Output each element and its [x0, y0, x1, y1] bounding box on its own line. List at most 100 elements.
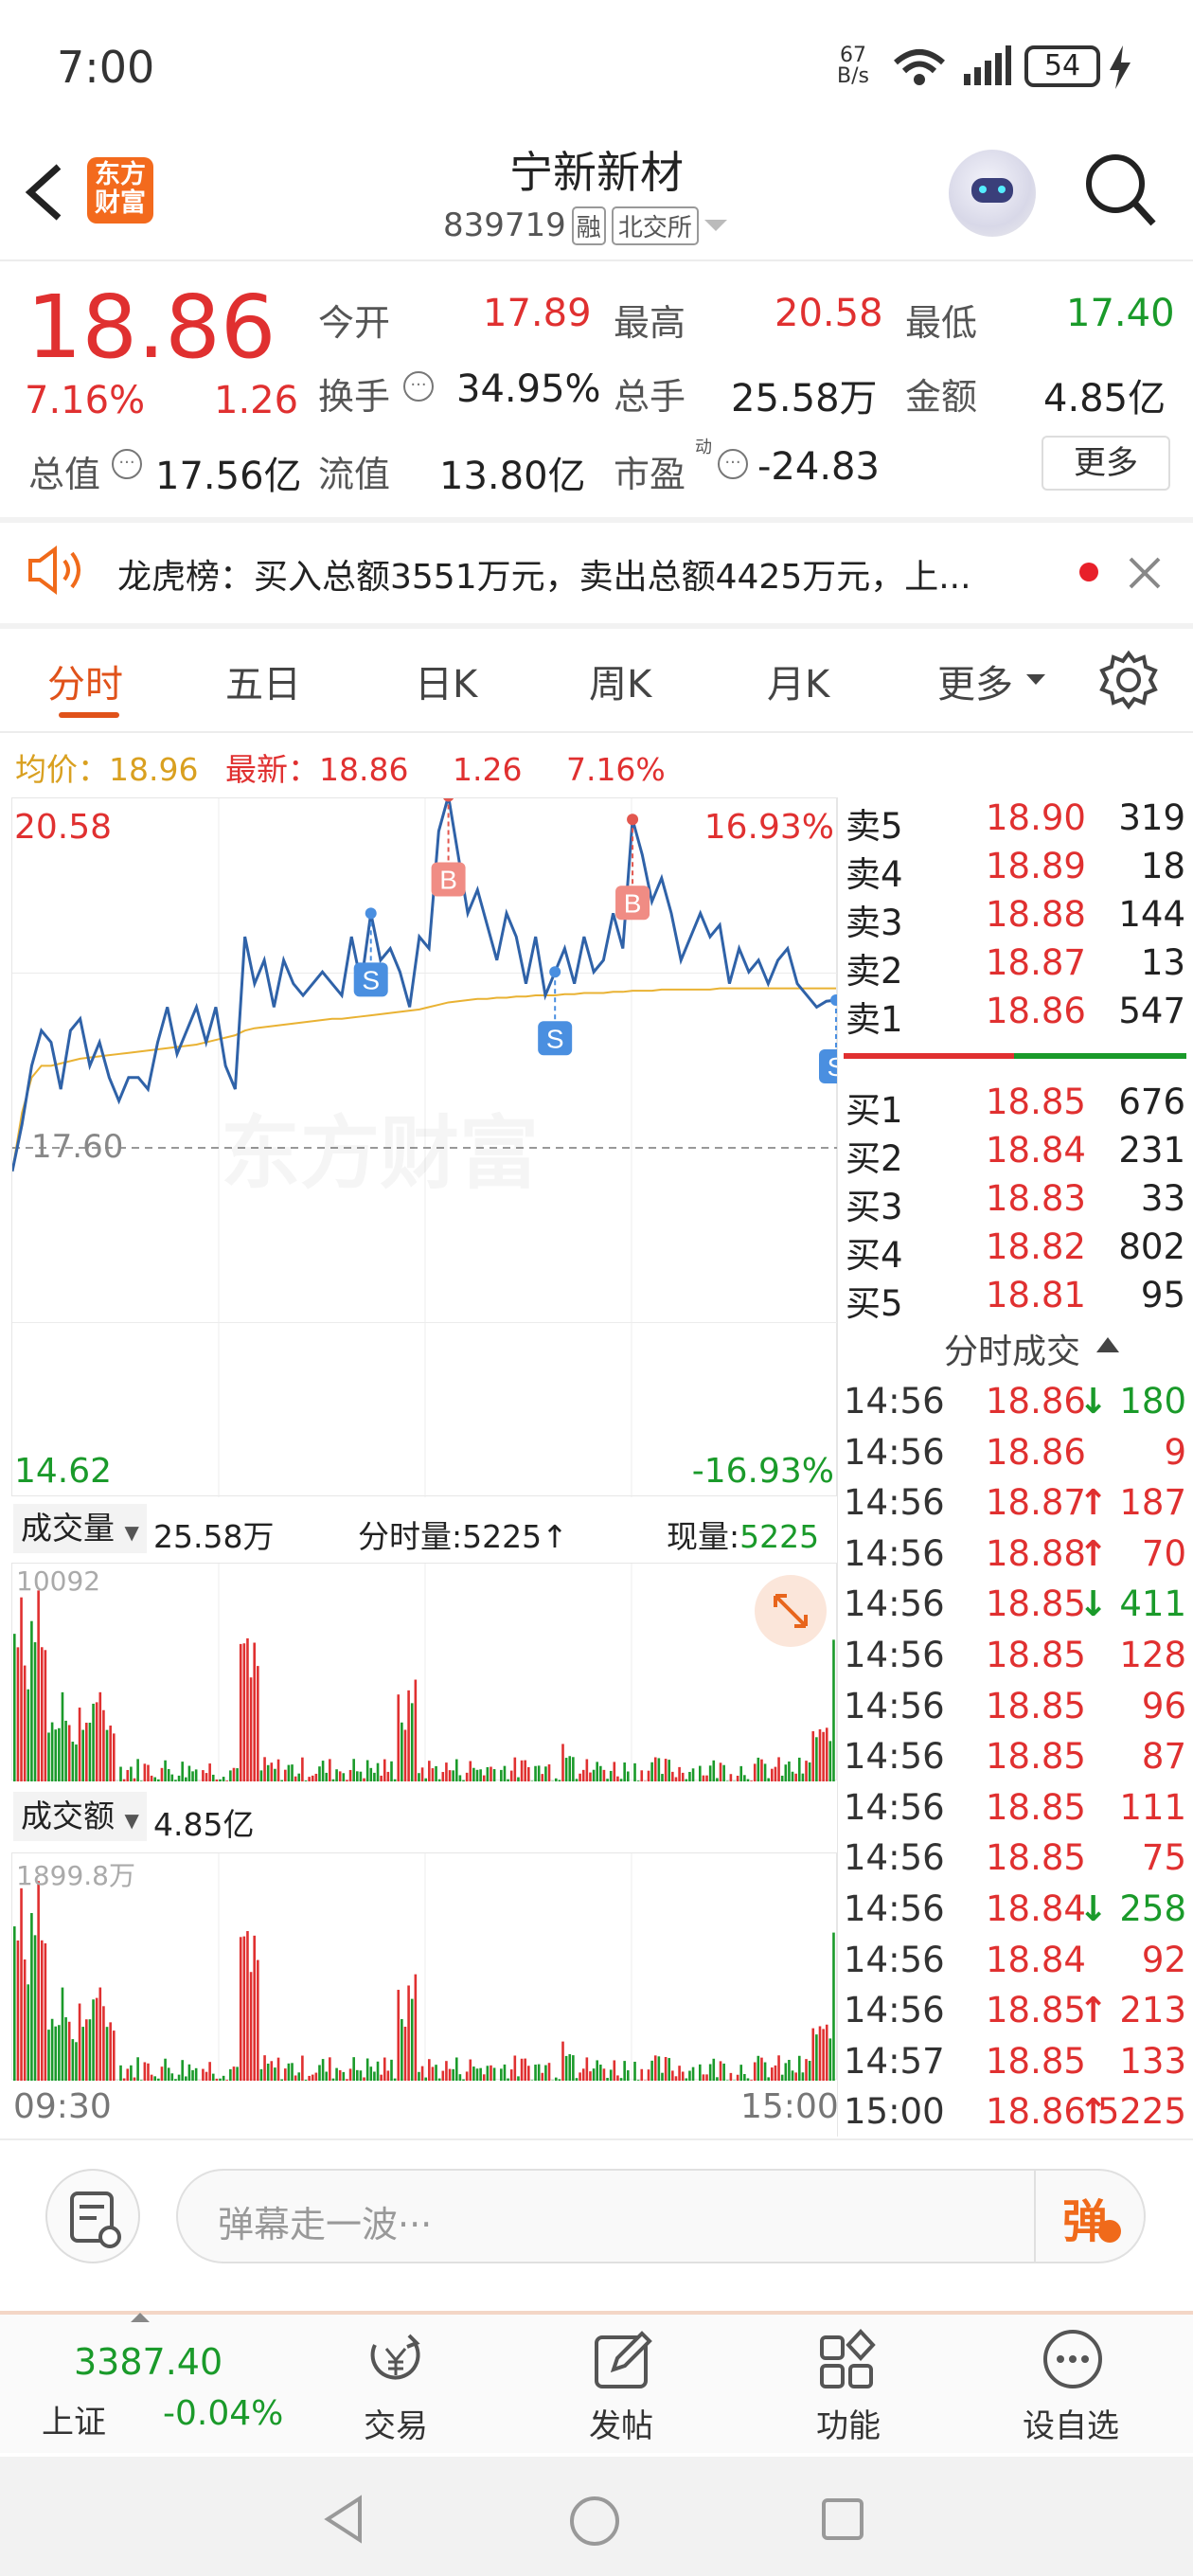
volume-bar [191, 1771, 194, 1781]
trade-time: 14:56 [844, 1583, 945, 1625]
price-top-label: 20.58 [14, 808, 113, 847]
trade-icon[interactable] [362, 2330, 430, 2390]
volume-bar [304, 2080, 308, 2081]
volume-bar [719, 2061, 722, 2081]
volume-selector[interactable]: 成交量 ▼ [13, 1504, 147, 1553]
post-icon[interactable] [591, 2328, 657, 2390]
change-value: 1.26 [214, 379, 299, 422]
nav-add-watchlist[interactable]: 设自选 [1023, 2407, 1119, 2445]
volume-bar [263, 1757, 266, 1781]
volume-bar [513, 1757, 517, 1781]
ob-volume: 13 [1140, 942, 1185, 983]
order-book: 卖5 18.90 319 卖4 18.89 18 卖3 18.88 144 卖2 18.87 13 卖1… [837, 797, 1193, 1328]
trade-price: 18.85 [986, 1736, 1086, 1778]
robot-assistant-icon[interactable] [949, 150, 1036, 237]
volume-bar [88, 2019, 92, 2081]
search-icon[interactable] [1083, 152, 1159, 231]
volume-bar [23, 1959, 27, 2081]
volume-bar [441, 1772, 445, 1781]
danmu-input[interactable]: 弹幕走一波··· 弹 [176, 2169, 1146, 2263]
info-icon[interactable]: ··· [718, 449, 748, 479]
expand-icon[interactable] [755, 1575, 827, 1647]
more-icon[interactable] [1042, 2328, 1104, 2390]
ob-label: 卖4 [846, 854, 903, 895]
dropdown-icon[interactable] [703, 218, 727, 233]
volume-bar [500, 2068, 503, 2081]
volume-bar [544, 1766, 547, 1781]
volume-bar [219, 1779, 222, 1781]
volume-bar [147, 2063, 150, 2081]
tab-intraday[interactable]: 分时 [47, 663, 123, 707]
recents-nav-icon[interactable] [820, 2496, 865, 2542]
function-icon[interactable] [816, 2328, 882, 2390]
amount-selector[interactable]: 成交额 ▼ [13, 1792, 147, 1841]
trade-time: 15:00 [844, 2091, 945, 2133]
danmu-button[interactable]: 弹 [1062, 2195, 1109, 2248]
tab-weekly-k[interactable]: 周K [589, 663, 652, 707]
back-icon[interactable] [21, 163, 68, 222]
trade-volume: 87 [1141, 1736, 1186, 1778]
volume-panel[interactable]: 成交量 ▼ 25.58万 分时量:5225↑ 现量:5225 10092 [11, 1500, 837, 1784]
volume-bar [291, 2063, 294, 2081]
buy-marker: B [431, 798, 466, 897]
trade-price: 18.85 [986, 1990, 1086, 2031]
volume-bar [386, 1771, 390, 1781]
sell-marker: S [819, 993, 838, 1083]
more-button[interactable]: 更多 [1042, 436, 1170, 491]
volume-bar [699, 1765, 702, 1781]
volume-bar [205, 2071, 208, 2081]
volume-bar [88, 1723, 92, 1781]
trade-row: 14:56 18.85 111 [838, 1787, 1193, 1833]
volume-bar [579, 1773, 581, 1781]
trade-price: 18.86 [986, 1431, 1086, 1473]
tab-five-day[interactable]: 五日 [225, 663, 301, 707]
index-value[interactable]: 3387.40 [74, 2341, 223, 2383]
volume-bar [688, 1771, 691, 1781]
volume-bar [410, 1998, 414, 2081]
volume-bar [671, 2070, 674, 2081]
high-label: 最高 [614, 302, 686, 344]
back-nav-icon[interactable] [322, 2495, 365, 2544]
volume-bar [688, 2070, 691, 2081]
volume-bar [763, 2062, 767, 2081]
sort-up-icon[interactable] [1095, 1335, 1120, 1354]
ob-label: 卖5 [846, 806, 903, 847]
speaker-icon [28, 546, 80, 595]
volume-bar [20, 1597, 23, 1781]
volume-bar [437, 2078, 441, 2081]
trade-time: 14:56 [844, 1837, 945, 1879]
volume-bar [469, 1761, 472, 1781]
avg-label: 均价： [15, 751, 109, 788]
info-icon[interactable]: ··· [403, 371, 434, 402]
volume-bar [215, 2078, 219, 2081]
info-icon[interactable]: ··· [112, 449, 142, 479]
ob-volume: 676 [1118, 1082, 1185, 1122]
volume-bars-svg [13, 1564, 835, 1781]
home-nav-icon[interactable] [568, 2495, 621, 2548]
tab-more[interactable]: 更多 [937, 663, 1013, 707]
volume-bar [297, 2072, 301, 2081]
nav-function[interactable]: 功能 [816, 2407, 881, 2445]
trade-list[interactable]: 分时成交 14:56 18.86 ↓ 180 14:56 18.86 9 14:56 18.87… [837, 1322, 1193, 2137]
volume-bar [58, 2025, 61, 2081]
trade-volume: 70 [1141, 1532, 1186, 1574]
ob-price: 18.85 [986, 1082, 1086, 1122]
nav-trade[interactable]: 交易 [364, 2407, 428, 2445]
ob-volume: 319 [1118, 797, 1185, 838]
trade-volume: 92 [1141, 1939, 1186, 1980]
close-icon[interactable] [1127, 555, 1163, 591]
price-chart[interactable]: S B S B S 20.58 16.93% 17.60 14.62 -16.93% 东… [11, 797, 838, 1497]
trade-volume: 133 [1119, 2040, 1186, 2082]
chevron-up-icon[interactable] [129, 2311, 151, 2324]
tab-daily-k[interactable]: 日K [415, 663, 478, 707]
nav-post[interactable]: 发帖 [589, 2407, 653, 2445]
ob-price: 18.89 [986, 846, 1086, 886]
gear-icon[interactable] [1098, 650, 1159, 710]
volume-bar [283, 1769, 287, 1781]
note-icon[interactable] [45, 2169, 140, 2263]
minute-volume: 分时量:5225↑ [358, 1512, 568, 1557]
tab-monthly-k[interactable]: 月K [767, 663, 830, 707]
amount-panel[interactable]: 成交额 ▼ 4.85亿 1899.8万 [11, 1790, 837, 2084]
volume-bar [596, 2060, 598, 2081]
volume-bar [750, 1780, 753, 1781]
